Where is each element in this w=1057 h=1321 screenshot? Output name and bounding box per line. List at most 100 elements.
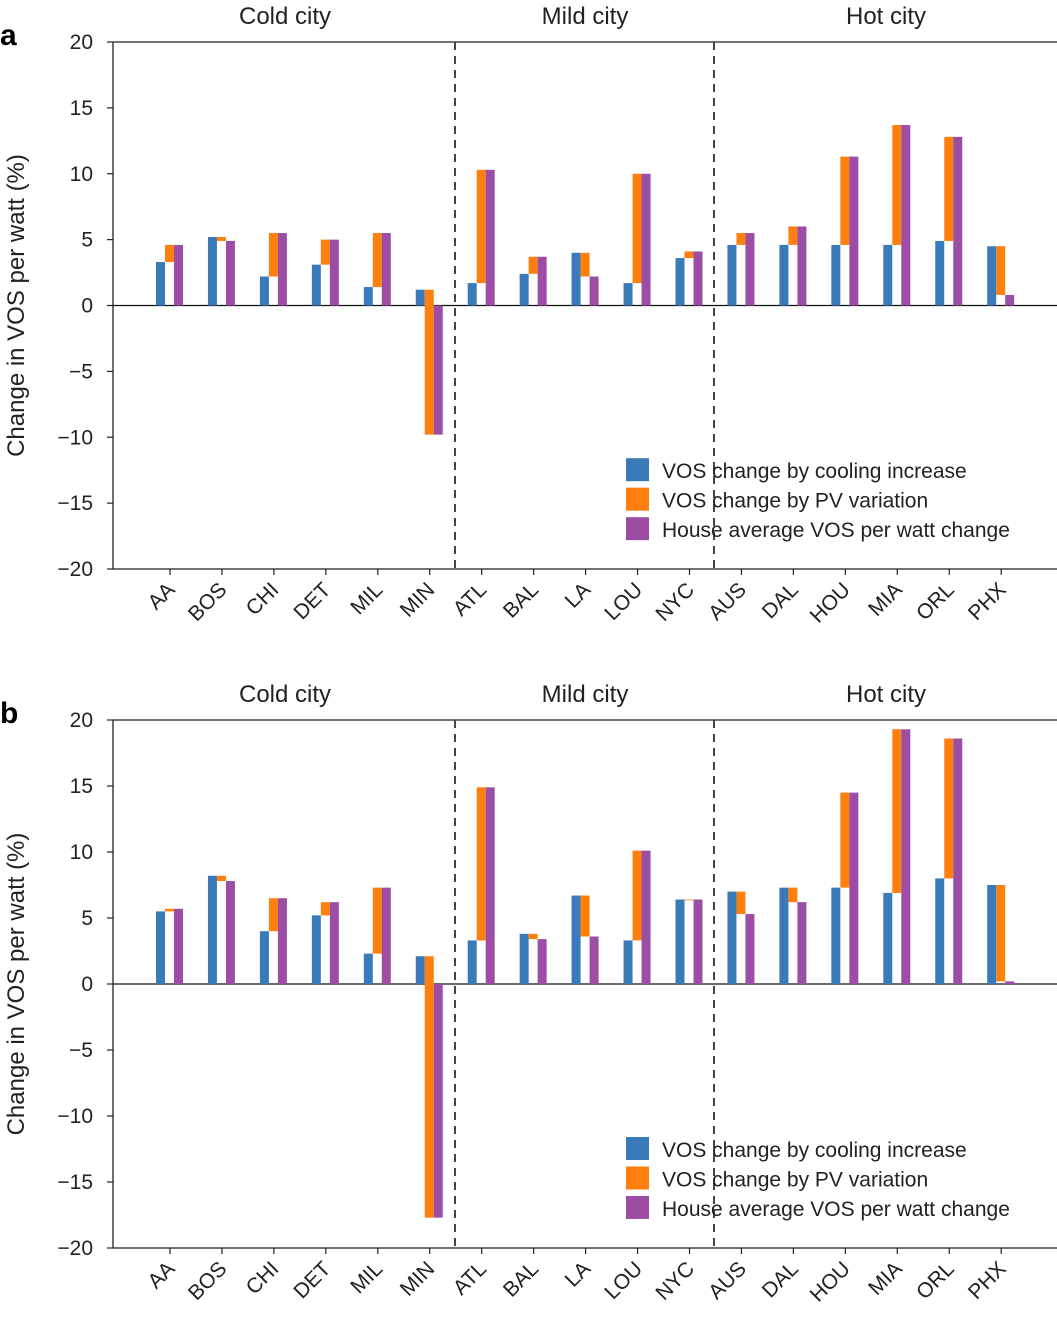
x-tick-label: MIL	[346, 1257, 387, 1298]
group-title: Cold city	[239, 681, 331, 708]
bar-cooling-PHX	[987, 885, 997, 984]
group-title: Hot city	[846, 3, 926, 30]
bar-average-CHI	[277, 233, 287, 306]
bar-pv-MIL	[372, 887, 382, 954]
bar-average-BAL	[537, 939, 547, 984]
bar-pv-LOU	[632, 173, 642, 284]
bar-pv-AUS	[736, 891, 746, 915]
bar-pv-PHX	[996, 885, 1006, 982]
bar-average-AUS	[745, 914, 755, 984]
x-tick-label: LOU	[600, 1257, 647, 1304]
x-tick-label: LOU	[600, 578, 647, 625]
legend-label: House average VOS per watt change	[662, 519, 1010, 542]
bar-pv-DET	[320, 902, 330, 916]
bar-average-BAL	[537, 256, 547, 306]
bar-cooling-BOS	[207, 236, 217, 306]
x-tick-label: ATL	[449, 578, 491, 620]
bar-cooling-MIL	[363, 287, 373, 306]
panel-label: b	[0, 697, 18, 730]
bar-cooling-BAL	[519, 273, 529, 306]
bar-cooling-ATL	[467, 283, 477, 306]
x-tick-label: DAL	[758, 578, 803, 623]
x-tick-label: ORL	[912, 1257, 959, 1304]
bar-cooling-NYC	[675, 899, 685, 984]
bar-average-BOS	[225, 881, 235, 984]
x-tick-label: BAL	[499, 578, 543, 622]
y-tick-label: −10	[57, 426, 93, 449]
bar-cooling-DET	[311, 264, 321, 306]
bar-pv-PHX	[996, 246, 1006, 295]
x-tick-label: HOU	[806, 578, 855, 627]
bar-pv-MIA	[892, 729, 902, 893]
bar-cooling-ORL	[935, 878, 945, 984]
bar-cooling-DAL	[779, 887, 789, 984]
legend-label: VOS change by cooling increase	[662, 460, 967, 483]
bar-cooling-MIA	[883, 244, 893, 306]
bar-cooling-NYC	[675, 258, 685, 306]
x-tick-label: BOS	[184, 578, 232, 626]
bar-pv-DAL	[788, 226, 798, 245]
y-axis-label: Change in VOS per watt (%)	[3, 154, 30, 457]
bar-average-MIL	[381, 887, 391, 984]
bar-cooling-LA	[571, 252, 581, 306]
x-tick-label: ATL	[449, 1257, 491, 1299]
bar-pv-MIN	[424, 289, 434, 435]
bar-average-AA	[174, 244, 183, 306]
bar-average-LOU	[641, 850, 651, 984]
bar-pv-CHI	[268, 898, 278, 932]
bar-pv-NYC	[684, 251, 694, 259]
bar-pv-MIL	[372, 233, 382, 288]
group-title: Cold city	[239, 3, 331, 30]
x-tick-label: MIA	[864, 1257, 907, 1300]
bar-pv-MIN	[424, 956, 434, 1218]
bar-cooling-DET	[311, 915, 321, 984]
y-axis-label: Change in VOS per watt (%)	[3, 833, 30, 1136]
y-tick-label: 20	[70, 31, 93, 54]
group-title: Hot city	[846, 681, 926, 708]
legend-swatch	[626, 487, 649, 511]
bar-average-NYC	[693, 899, 703, 984]
bar-pv-NYC	[684, 899, 694, 901]
x-tick-label: DET	[289, 1257, 335, 1303]
bar-average-MIA	[901, 125, 911, 306]
legend-label: VOS change by PV variation	[662, 490, 928, 513]
bar-average-LA	[589, 276, 599, 306]
legend-label: House average VOS per watt change	[662, 1198, 1010, 1221]
bar-pv-ATL	[476, 169, 486, 284]
bar-average-HOU	[849, 792, 859, 984]
y-tick-label: 10	[70, 163, 93, 186]
bar-cooling-PHX	[987, 246, 997, 306]
y-tick-label: 5	[81, 229, 93, 252]
panel-label: a	[0, 19, 17, 52]
bar-pv-AUS	[736, 233, 746, 245]
bar-cooling-LOU	[623, 940, 633, 984]
x-tick-label: MIN	[396, 578, 439, 621]
legend-swatch	[626, 1137, 649, 1160]
bar-cooling-AA	[156, 262, 165, 306]
bar-average-DAL	[797, 902, 807, 984]
panel-a: 20 15 10 5 0 −5 −10 −15 −20 Change in VOS per wat…	[0, 3, 1057, 628]
bar-average-AA	[174, 908, 183, 984]
y-tick-label: −5	[69, 1039, 93, 1062]
bar-pv-DET	[320, 239, 330, 265]
bar-average-DET	[329, 239, 339, 306]
bar-cooling-BAL	[519, 933, 529, 984]
y-tick-label: −15	[57, 1171, 93, 1194]
x-tick-label: LA	[561, 1257, 595, 1291]
y-tick-label: 15	[70, 775, 93, 798]
y-tick-label: 20	[70, 709, 93, 732]
bar-pv-BAL	[528, 256, 538, 274]
bar-cooling-CHI	[259, 276, 269, 306]
y-tick-label: 15	[70, 97, 93, 120]
y-tick-label: 0	[81, 295, 93, 318]
y-tick-label: −5	[69, 360, 93, 383]
x-tick-label: BAL	[499, 1257, 543, 1301]
bar-pv-MIA	[892, 125, 902, 245]
group-title: Mild city	[542, 3, 629, 30]
bar-average-ATL	[485, 169, 495, 306]
bar-average-PHX	[1005, 981, 1015, 984]
bar-average-LOU	[641, 173, 651, 306]
bar-average-BOS	[225, 240, 235, 306]
panel-b: 20 15 10 5 0 −5 −10 −15 −20 Change in VOS per wat…	[0, 681, 1057, 1307]
